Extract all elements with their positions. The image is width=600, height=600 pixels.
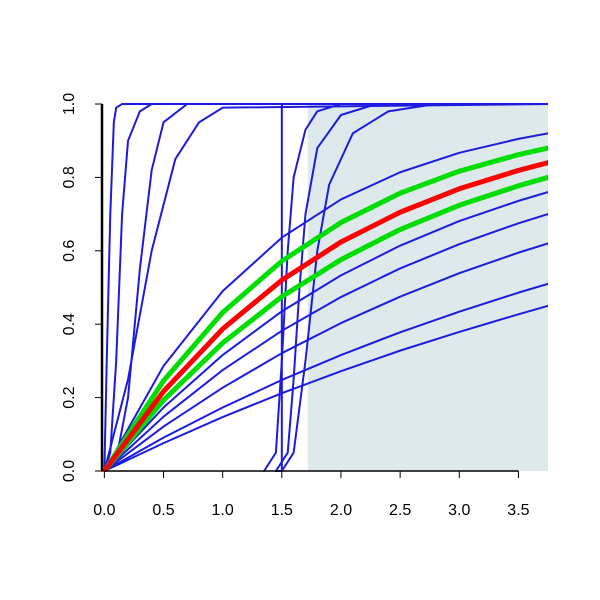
y-tick-label: 1.0 — [61, 93, 78, 115]
series-line — [103, 213, 548, 472]
y-tick-label: 0.0 — [61, 460, 78, 482]
x-tick-label: 1.0 — [212, 502, 234, 519]
y-tick-label: 0.8 — [61, 166, 78, 188]
series-line — [263, 103, 548, 472]
series-line — [103, 103, 548, 472]
series-line — [103, 304, 548, 472]
shaded-region — [307, 104, 548, 471]
series-line — [102, 160, 548, 472]
x-tick-label: 2.0 — [330, 502, 352, 519]
series-line — [103, 242, 548, 472]
series-line — [103, 103, 548, 472]
series-line — [103, 282, 548, 472]
y-tick-label: 0.4 — [61, 313, 78, 335]
y-tick-label: 0.2 — [61, 386, 78, 408]
series-line — [102, 145, 548, 472]
x-tick-label: 3.0 — [448, 502, 470, 519]
y-tick-label: 0.6 — [61, 240, 78, 262]
axes: 0.0 0.5 1.0 1.5 2.0 2.5 3.0 3.5 0.0 0.2 0.4 0.6 0.8 1… — [61, 93, 529, 519]
x-tick-label: 0.5 — [152, 502, 174, 519]
series-line — [103, 191, 548, 472]
series-line — [280, 103, 548, 472]
series-line — [102, 174, 548, 472]
series-line — [103, 103, 548, 472]
x-tick-label: 3.5 — [507, 502, 529, 519]
series-line — [103, 132, 548, 472]
x-tick-label: 1.5 — [271, 502, 293, 519]
plot-area — [102, 103, 548, 472]
series-line — [274, 103, 548, 472]
x-tick-label: 2.5 — [389, 502, 411, 519]
x-tick-label: 0.0 — [93, 502, 115, 519]
